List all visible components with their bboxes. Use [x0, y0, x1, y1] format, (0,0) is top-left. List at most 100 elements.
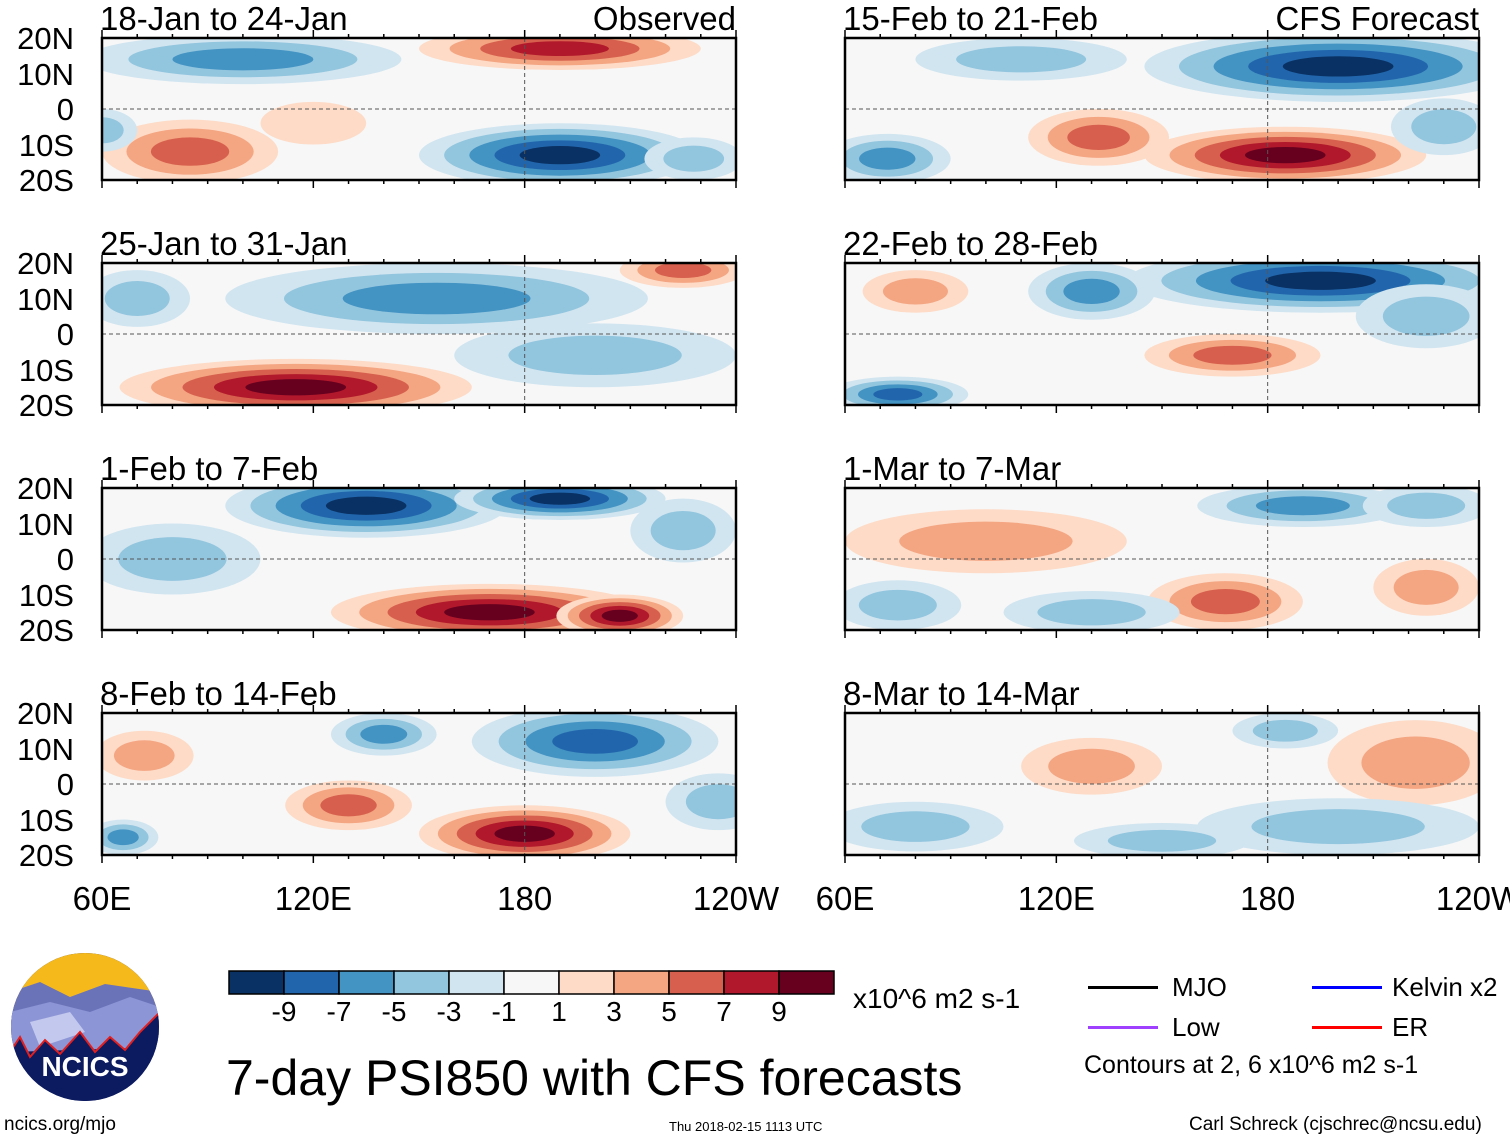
anomaly-contour: [552, 729, 638, 754]
legend-line-er: [1312, 1026, 1382, 1029]
column-label: CFS Forecast: [1275, 0, 1479, 37]
lat-tick-label: 20S: [18, 163, 74, 198]
panel-title: 22-Feb to 28-Feb: [843, 225, 1098, 262]
anomaly-contour: [245, 379, 347, 396]
anomaly-contour: [444, 604, 535, 621]
anomaly-contour: [1048, 748, 1135, 784]
lat-tick-label: 20N: [17, 21, 74, 56]
anomaly-contour: [113, 740, 175, 771]
map-panel: [100, 255, 738, 413]
map-panel: [843, 480, 1481, 638]
anomaly-contour: [650, 510, 716, 551]
anomaly-contour: [107, 829, 139, 846]
lat-tick-label: 0: [56, 317, 74, 352]
anomaly-contour: [529, 492, 591, 505]
anomaly-contour: [519, 146, 601, 165]
anomaly-contour: [1190, 588, 1260, 615]
colorbar-swatch: [558, 970, 615, 995]
lat-tick-label: 20N: [17, 696, 74, 731]
colorbar-tick-label: 1: [551, 996, 567, 1027]
anomaly-contour: [882, 278, 948, 305]
lat-tick-label: 0: [56, 767, 74, 802]
lat-tick-label: 10N: [17, 506, 74, 542]
logo-text: NCICS: [41, 1051, 128, 1082]
anomaly-contour: [861, 811, 970, 842]
colorbar-swatch: [613, 970, 670, 995]
lon-tick-label: 60E: [72, 880, 132, 917]
anomaly-contour: [1382, 296, 1470, 336]
legend-label-low: Low: [1172, 1012, 1220, 1042]
anomaly-contour: [260, 101, 367, 145]
panel-title: 1-Mar to 7-Mar: [843, 450, 1062, 487]
lon-tick-label: 180: [1240, 880, 1296, 917]
anomaly-contour: [1193, 345, 1272, 365]
colorbar-swatch: [448, 970, 505, 995]
lat-tick-label: 0: [56, 92, 74, 127]
colorbar-tick-label: 7: [716, 996, 732, 1027]
panel-title: 25-Jan to 31-Jan: [100, 225, 348, 262]
footer-url[interactable]: ncics.org/mjo: [4, 1114, 116, 1135]
footer-author: Carl Schreck (cjschrec@ncsu.edu): [1189, 1114, 1482, 1135]
lat-tick-label: 10N: [17, 731, 74, 767]
lat-tick-label: 20N: [17, 246, 74, 281]
legend-line-kelvin: [1312, 986, 1382, 989]
footer-timestamp: Thu 2018-02-15 1113 UTC: [669, 1119, 823, 1134]
anomaly-contour: [102, 117, 124, 144]
anomaly-contour: [1245, 147, 1326, 164]
anomaly-contour: [320, 794, 377, 817]
colorbar-swatch: [503, 970, 560, 995]
anomaly-contour: [663, 145, 725, 172]
anomaly-contour: [508, 335, 682, 375]
anomaly-contour: [1037, 599, 1146, 626]
ncics-logo: NCICS: [11, 953, 159, 1101]
lat-tick-label: 10S: [18, 127, 74, 163]
colorbar-tick-label: -5: [381, 996, 407, 1027]
colorbar-swatch: [723, 970, 780, 995]
contours-note: Contours at 2, 6 x10^6 m2 s-1: [1084, 1051, 1419, 1079]
panels-svg: [100, 30, 1481, 863]
anomaly-contour: [1107, 829, 1217, 852]
colorbar-tick-label: -7: [326, 996, 352, 1027]
lon-tick-label: 120W: [1435, 880, 1510, 917]
anomaly-contour: [654, 263, 712, 278]
colorbar-tick-label: -1: [491, 996, 517, 1027]
legend-label-er: ER: [1392, 1012, 1429, 1042]
anomaly-contour: [325, 496, 407, 515]
panel-title: 8-Mar to 14-Mar: [843, 675, 1080, 712]
lon-tick-label: 120E: [274, 880, 352, 917]
panel-title: 8-Feb to 14-Feb: [100, 675, 337, 712]
map-panel: [100, 480, 738, 638]
legend-label-kelvin: Kelvin x2: [1392, 972, 1498, 1002]
lon-tick-label: 60E: [815, 880, 875, 917]
anomaly-contour: [360, 724, 408, 744]
colorbar-swatch: [228, 970, 285, 995]
colorbar-tick-label: 3: [606, 996, 622, 1027]
lon-tick-label: 120W: [692, 880, 780, 917]
anomaly-contour: [858, 589, 937, 621]
map-panel: [100, 30, 738, 188]
map-panel: [843, 705, 1481, 863]
anomaly-contour: [1252, 719, 1318, 742]
anomaly-contour: [150, 137, 230, 166]
anomaly-contour: [685, 784, 736, 820]
panel-title: 1-Feb to 7-Feb: [100, 450, 319, 487]
lon-tick-label: 180: [497, 880, 553, 917]
lat-tick-label: 10N: [17, 281, 74, 317]
colorbar-tick-label: 5: [661, 996, 677, 1027]
colorbar-swatch: [668, 970, 725, 995]
lat-tick-label: 20S: [18, 613, 74, 648]
anomaly-contour: [601, 609, 638, 622]
legend-label-mjo: MJO: [1172, 972, 1227, 1002]
lat-tick-label: 20N: [17, 471, 74, 506]
map-panel: [843, 30, 1481, 188]
colorbar-swatch: [283, 970, 340, 995]
colorbar-swatch: [393, 970, 450, 995]
colorbar-tick-label: 9: [771, 996, 787, 1027]
anomaly-contour: [104, 281, 170, 316]
anomaly-contour: [1393, 569, 1459, 605]
colorbar-tick-label: -3: [436, 996, 462, 1027]
map-panel: [843, 255, 1481, 413]
lat-tick-label: 10S: [18, 577, 74, 613]
anomaly-contour: [859, 147, 916, 170]
